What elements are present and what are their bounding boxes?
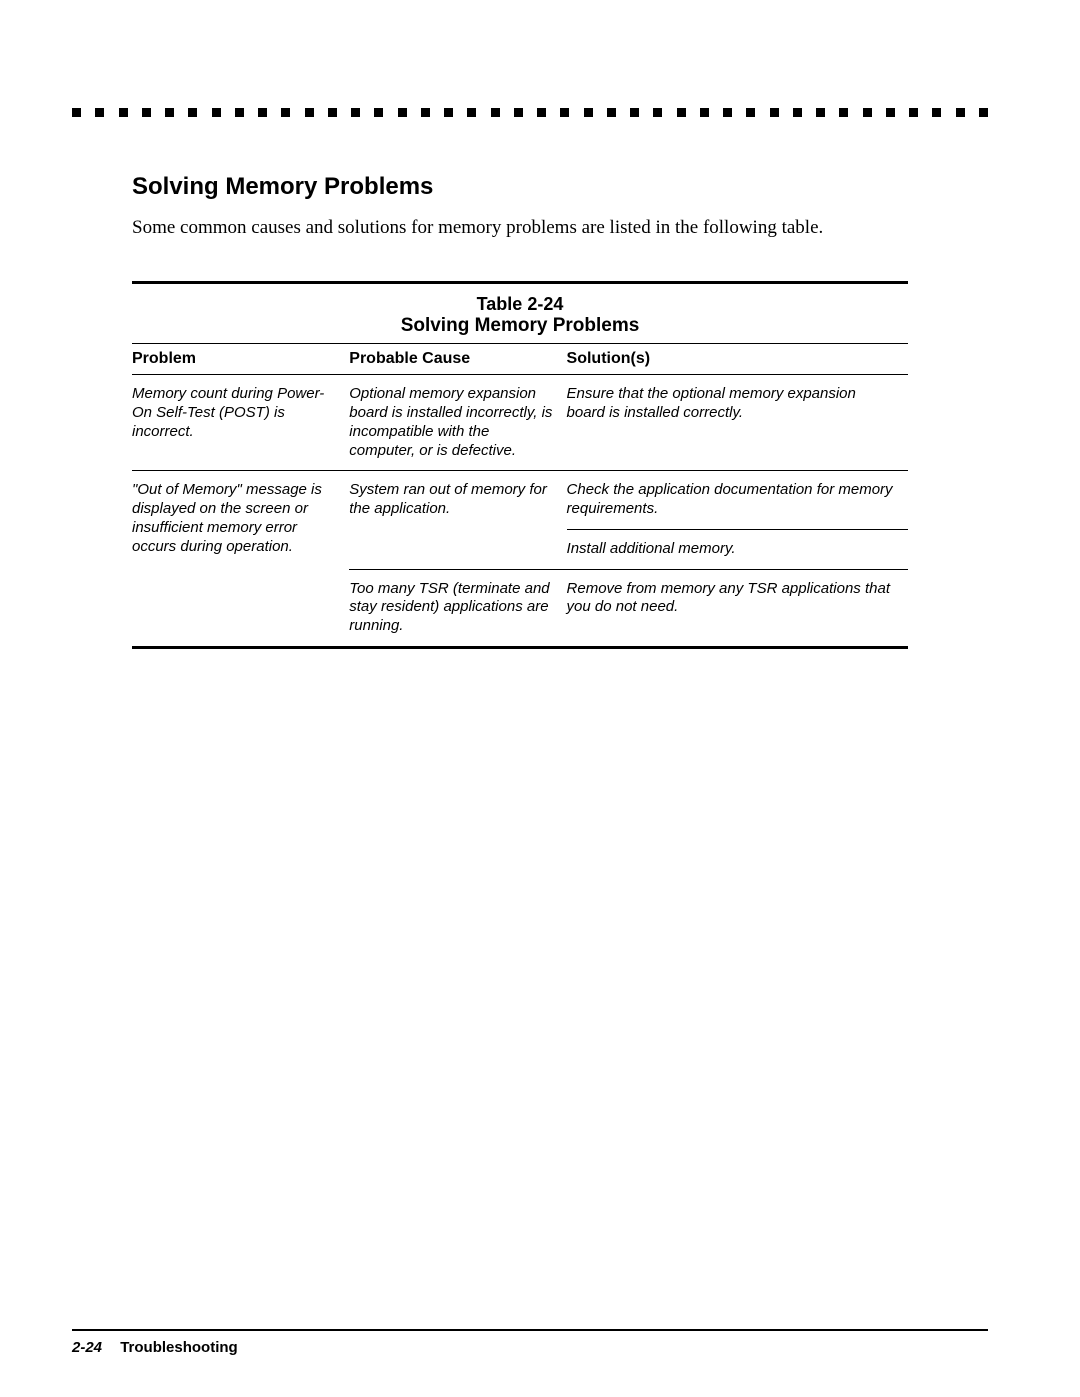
col-header-cause: Probable Cause	[349, 344, 566, 375]
section-body-text: Some common causes and solutions for mem…	[132, 215, 908, 241]
cell-cause: System ran out of memory for the applica…	[349, 471, 566, 569]
footer-section-name: Troubleshooting	[120, 1339, 238, 1356]
cell-solution: Ensure that the optional memory expansio…	[567, 375, 908, 471]
table-row: Too many TSR (terminate and stay residen…	[132, 569, 908, 647]
cell-problem: "Out of Memory" message is displayed on …	[132, 471, 349, 569]
cell-solution: Remove from memory any TSR applications …	[567, 569, 908, 647]
cell-cause: Optional memory expansion board is insta…	[349, 375, 566, 471]
dotted-divider	[72, 108, 988, 117]
troubleshoot-table: Problem Probable Cause Solution(s) Memor…	[132, 343, 908, 649]
cell-cause: Too many TSR (terminate and stay residen…	[349, 569, 566, 647]
col-header-problem: Problem	[132, 344, 349, 375]
section-heading: Solving Memory Problems	[132, 173, 908, 201]
table-title: Table 2-24 Solving Memory Problems	[132, 284, 908, 338]
table-caption: Solving Memory Problems	[132, 315, 908, 338]
col-header-solution: Solution(s)	[567, 344, 908, 375]
cell-problem: Memory count during Power-On Self-Test (…	[132, 375, 349, 471]
table-container: Table 2-24 Solving Memory Problems Probl…	[132, 281, 908, 649]
footer-text: 2-24 Troubleshooting	[72, 1339, 238, 1356]
content-area: Solving Memory Problems Some common caus…	[132, 173, 908, 649]
cell-problem-empty	[132, 569, 349, 647]
footer-page-number: 2-24	[72, 1339, 102, 1356]
page-footer: 2-24 Troubleshooting	[72, 1329, 988, 1357]
cell-solution: Check the application documentation for …	[567, 471, 908, 530]
table-header-row: Problem Probable Cause Solution(s)	[132, 344, 908, 375]
table-row: Memory count during Power-On Self-Test (…	[132, 375, 908, 471]
table-number: Table 2-24	[132, 294, 908, 315]
table-row: "Out of Memory" message is displayed on …	[132, 471, 908, 530]
cell-solution: Install additional memory.	[567, 529, 908, 569]
document-page: Solving Memory Problems Some common caus…	[0, 0, 1080, 1397]
